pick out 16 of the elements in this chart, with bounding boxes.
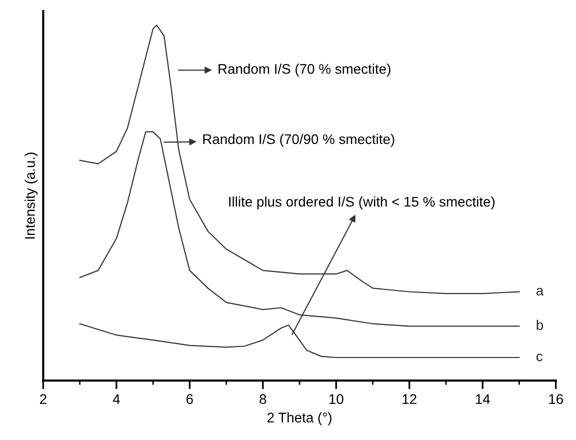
y-axis-title: Intensity (a.u.)	[24, 152, 38, 239]
annotation: Random I/S (70 % smectite)	[218, 64, 390, 77]
series-label: c	[536, 354, 542, 362]
x-tick-label: 6	[186, 394, 193, 404]
x-tick-label: 12	[402, 394, 416, 404]
x-tick-label: 16	[549, 394, 563, 404]
x-tick-label: 14	[476, 394, 490, 404]
x-tick-label: 4	[112, 394, 120, 404]
x-tick-label: 2	[40, 394, 46, 404]
x-axis-title: 2 Theta (°)	[267, 412, 332, 426]
x-tick-label: 10	[329, 394, 344, 404]
series-label: b	[536, 320, 544, 330]
annotation: Random I/S (70/90 % smectite)	[203, 134, 394, 147]
series-label: a	[536, 288, 544, 296]
x-tick-label: 8	[260, 394, 266, 404]
annotation: Illite plus ordered I/S (with < 15 % smectite)	[229, 196, 495, 210]
